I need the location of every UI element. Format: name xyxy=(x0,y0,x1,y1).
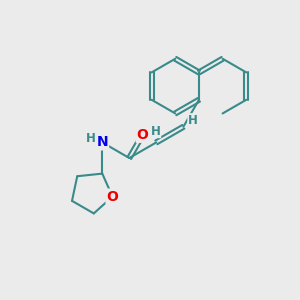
Text: O: O xyxy=(137,128,148,142)
Text: O: O xyxy=(106,190,119,204)
Text: H: H xyxy=(188,114,198,127)
Text: N: N xyxy=(96,135,108,149)
Text: H: H xyxy=(151,124,161,138)
Text: H: H xyxy=(86,132,96,145)
